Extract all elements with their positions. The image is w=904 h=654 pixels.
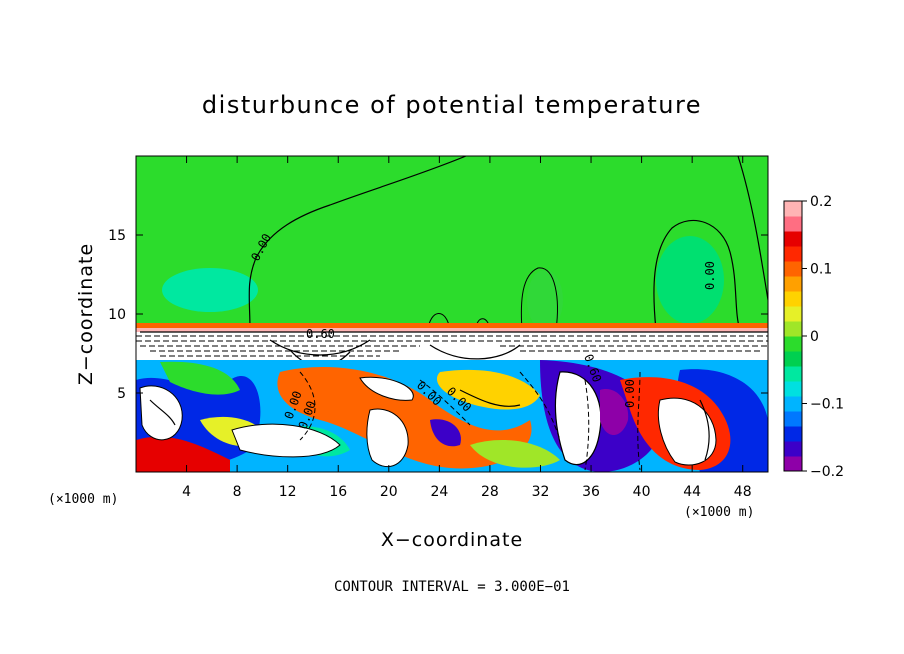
plot-area xyxy=(136,156,768,472)
x-tick-label: 44 xyxy=(683,484,701,500)
y-tick-label: 10 xyxy=(108,307,126,323)
warm-core-a xyxy=(139,385,183,441)
colorbar-swatch xyxy=(784,276,802,292)
colorbar-swatch xyxy=(784,216,802,232)
x-unit-right: (×1000 m) xyxy=(684,505,754,520)
x-axis-ticks: 4 8 12 16 20 24 28 32 36 40 44 48 xyxy=(182,156,752,500)
cool-patch-upper-left xyxy=(162,268,258,312)
inversion-band xyxy=(136,323,768,328)
inversion-solid-contours xyxy=(140,331,768,368)
colorbar-swatch xyxy=(784,261,802,277)
colorbar-swatch xyxy=(784,291,802,307)
contour-line-zero-plume xyxy=(520,267,558,331)
warm-core-d xyxy=(366,408,409,468)
colorbar-swatch xyxy=(784,351,802,367)
y-axis-ticks: 5 10 15 xyxy=(108,228,768,402)
cool-patch-right xyxy=(656,236,724,324)
lower-contours xyxy=(299,371,641,471)
warm-core-b xyxy=(231,423,341,458)
colorbar-swatch xyxy=(784,246,802,262)
colorbar-swatch xyxy=(784,456,802,472)
x-tick-label: 16 xyxy=(329,484,347,500)
colorbar-swatch xyxy=(784,396,802,412)
x-tick-label: 36 xyxy=(582,484,600,500)
y-tick-label: 5 xyxy=(117,386,126,402)
contour-label: 0.00 xyxy=(623,379,637,408)
warm-region-d xyxy=(136,436,230,472)
cold-core-b xyxy=(430,419,461,447)
colorbar-swatch xyxy=(784,381,802,397)
x-tick-label: 4 xyxy=(182,484,191,500)
x-tick-label: 32 xyxy=(532,484,550,500)
colorbar-swatch xyxy=(784,321,802,337)
x-tick-label: 12 xyxy=(279,484,297,500)
y-tick-label: 15 xyxy=(108,228,126,244)
x-axis-label: X−coordinate xyxy=(381,529,523,551)
x-unit-left: (×1000 m) xyxy=(48,492,118,507)
colorbar-swatch xyxy=(784,201,802,217)
inversion-band-pink xyxy=(136,328,768,332)
colorbar-tick-label: −0.1 xyxy=(810,397,844,413)
contour-line-zero-dome xyxy=(248,156,467,331)
x-tick-label: 8 xyxy=(233,484,242,500)
lower-solid-contours xyxy=(149,389,710,461)
contour-interval-note: CONTOUR INTERVAL = 3.000E−01 xyxy=(334,579,570,595)
warm-patch-upper xyxy=(527,270,563,330)
warm-core-c xyxy=(359,376,414,401)
x-tick-label: 20 xyxy=(380,484,398,500)
colorbar-swatch xyxy=(784,306,802,322)
contour-label: 0.60 xyxy=(306,327,335,341)
contour-line-zero-right xyxy=(653,219,741,331)
colorbar-tick-label: −0.2 xyxy=(810,464,844,480)
colorbar-tick-label: 0.2 xyxy=(810,194,832,210)
colorbar-swatch xyxy=(784,441,802,457)
x-tick-label: 24 xyxy=(430,484,448,500)
warm-region-a xyxy=(277,367,532,469)
green-region-a xyxy=(160,361,240,395)
x-tick-label: 28 xyxy=(481,484,499,500)
colorbar-swatch xyxy=(784,426,802,442)
green-region-b xyxy=(470,440,560,468)
y-axis-label: Z−coordinate xyxy=(75,243,97,385)
x-tick-label: 40 xyxy=(633,484,651,500)
contour-label: 0.00 xyxy=(703,261,717,290)
colorbar-swatch xyxy=(784,336,802,352)
colorbar-tick-label: 0.1 xyxy=(810,262,832,278)
warm-region-b xyxy=(436,369,540,410)
x-tick-label: 48 xyxy=(734,484,752,500)
colorbar-ticks: 0.2 0.1 0 −0.1 −0.2 xyxy=(802,194,844,480)
warm-core-f xyxy=(657,397,717,466)
contour-line-zero-edge xyxy=(737,156,768,301)
colorbar xyxy=(784,201,802,472)
colorbar-tick-label: 0 xyxy=(810,329,819,345)
chart-title: disturbunce of potential temperature xyxy=(202,91,702,119)
colorbar-swatch xyxy=(784,231,802,247)
colorbar-swatch xyxy=(784,411,802,427)
colorbar-swatch xyxy=(784,366,802,382)
cold-core-a xyxy=(600,389,629,435)
